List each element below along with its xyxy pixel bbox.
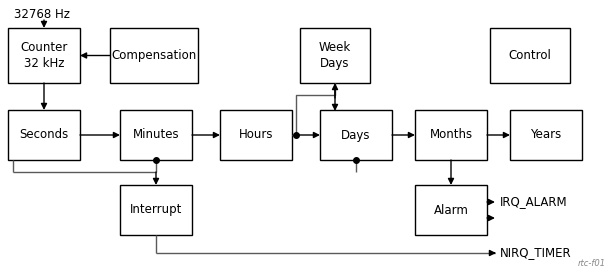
Text: Days: Days <box>342 128 371 141</box>
Text: NIRQ_TIMER: NIRQ_TIMER <box>500 247 572 260</box>
Bar <box>510 110 582 160</box>
Text: 32768 Hz: 32768 Hz <box>14 8 70 21</box>
Bar <box>120 185 192 235</box>
Text: IRQ_ALARM: IRQ_ALARM <box>500 195 568 208</box>
Text: Compensation: Compensation <box>111 49 197 62</box>
Text: Years: Years <box>530 128 562 141</box>
Bar <box>415 185 487 235</box>
Bar <box>415 110 487 160</box>
Bar <box>220 110 292 160</box>
Bar <box>120 110 192 160</box>
Text: Week
Days: Week Days <box>319 41 351 70</box>
Text: Alarm: Alarm <box>434 204 469 217</box>
Bar <box>8 110 80 160</box>
Bar <box>490 28 570 83</box>
Text: Hours: Hours <box>239 128 273 141</box>
Bar <box>8 28 80 83</box>
Text: Counter
32 kHz: Counter 32 kHz <box>20 41 68 70</box>
Text: rtc-f01: rtc-f01 <box>578 259 606 268</box>
Bar <box>300 28 370 83</box>
Text: Interrupt: Interrupt <box>130 204 182 217</box>
Text: Seconds: Seconds <box>20 128 68 141</box>
Text: Months: Months <box>430 128 472 141</box>
Bar <box>320 110 392 160</box>
Text: Control: Control <box>508 49 552 62</box>
Bar <box>110 28 198 83</box>
Text: Minutes: Minutes <box>133 128 179 141</box>
